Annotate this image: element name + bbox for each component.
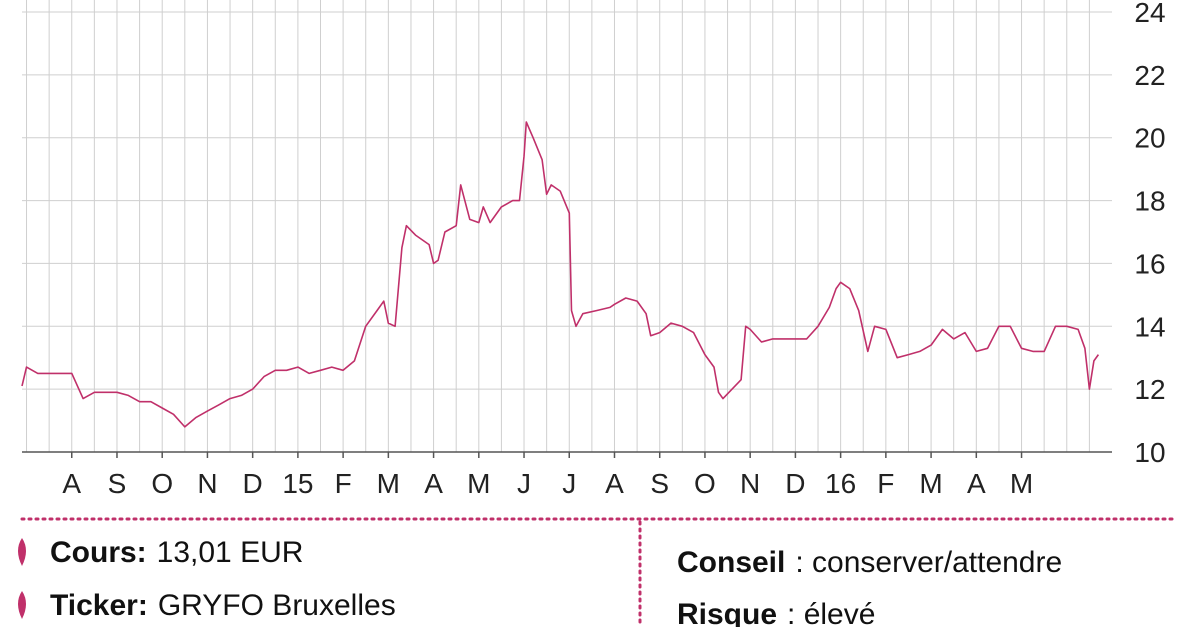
x-tick-label: N (740, 468, 760, 499)
y-tick-label: 14 (1134, 311, 1165, 342)
x-tick-label: O (694, 468, 716, 499)
y-tick-label: 16 (1134, 248, 1165, 279)
x-tick-label: M (919, 468, 942, 499)
x-tick-label: D (243, 468, 263, 499)
info-value: 13,01 EUR (157, 536, 304, 569)
info-row: Cours: 13,01 EUR (50, 536, 303, 569)
bullet (18, 538, 26, 566)
x-tick-label: A (62, 468, 81, 499)
info-row: Risque : élevé (677, 598, 875, 627)
info-row: Conseil : conserver/attendre (677, 546, 1062, 579)
y-tick-label: 10 (1134, 437, 1165, 468)
x-tick-label: M (377, 468, 400, 499)
x-tick-label: J (562, 468, 576, 499)
x-tick-label: D (785, 468, 805, 499)
info-label: Conseil (677, 546, 785, 579)
x-tick-label: 16 (825, 468, 856, 499)
x-tick-label: M (1010, 468, 1033, 499)
x-tick-label: S (108, 468, 127, 499)
info-value: : conserver/attendre (795, 546, 1062, 579)
info-value: GRYFO Bruxelles (158, 589, 396, 622)
y-tick-label: 12 (1134, 374, 1165, 405)
x-tick-label: A (605, 468, 624, 499)
x-tick-label: O (151, 468, 173, 499)
x-tick-label: F (877, 468, 894, 499)
info-label: Ticker: (50, 589, 148, 622)
info-label: Risque (677, 598, 777, 627)
bullet (18, 591, 26, 619)
x-tick-label: M (467, 468, 490, 499)
info-value: : élevé (787, 598, 875, 627)
x-tick-label: N (197, 468, 217, 499)
x-tick-label: F (335, 468, 352, 499)
x-tick-label: A (424, 468, 443, 499)
x-tick-label: A (967, 468, 986, 499)
x-tick-label: J (517, 468, 531, 499)
x-tick-label: S (650, 468, 669, 499)
info-row: Ticker: GRYFO Bruxelles (50, 589, 396, 622)
price-line (21, 121, 1100, 428)
info-label: Cours: (50, 536, 147, 569)
y-tick-label: 18 (1134, 186, 1165, 217)
y-tick-label: 22 (1134, 60, 1165, 91)
y-tick-label: 24 (1134, 0, 1165, 28)
x-tick-label: 15 (282, 468, 313, 499)
y-tick-label: 20 (1134, 123, 1165, 154)
